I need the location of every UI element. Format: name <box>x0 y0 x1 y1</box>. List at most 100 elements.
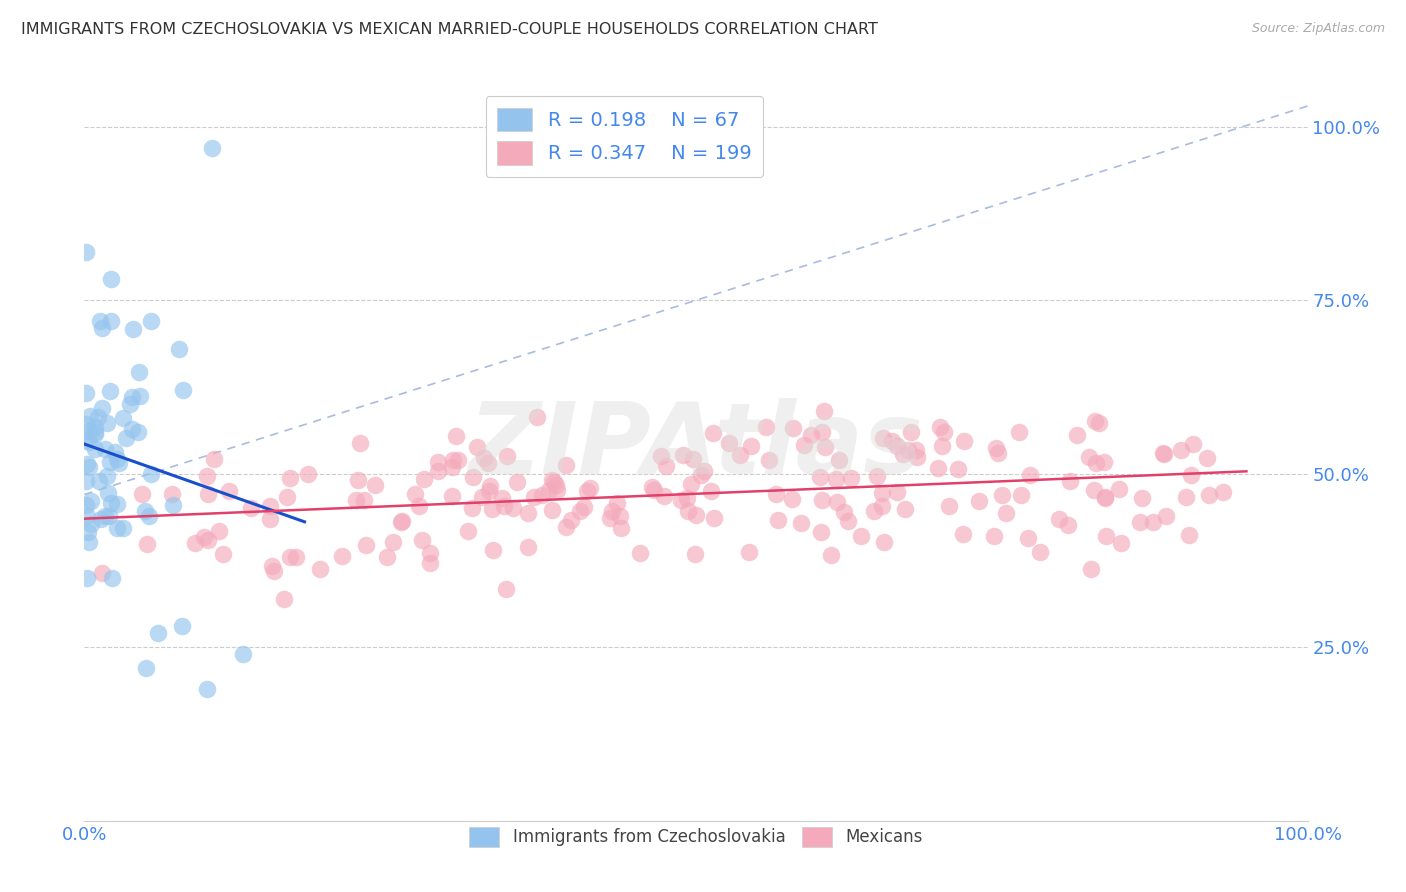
Point <box>465 440 488 454</box>
Point <box>495 582 517 596</box>
Point <box>481 501 503 516</box>
Point <box>682 452 704 467</box>
Point <box>897 443 920 458</box>
Point <box>162 486 184 500</box>
Point <box>127 425 149 439</box>
Point <box>349 435 371 450</box>
Text: IMMIGRANTS FROM CZECHOSLOVAKIA VS MEXICAN MARRIED-COUPLE HOUSEHOLDS CORRELATION : IMMIGRANTS FROM CZECHOSLOVAKIA VS MEXICA… <box>21 22 877 37</box>
Point <box>931 440 953 454</box>
Point <box>526 409 548 424</box>
Point <box>297 467 319 481</box>
Point <box>523 490 546 504</box>
Point <box>1080 562 1102 576</box>
Point <box>600 504 623 518</box>
Point <box>195 681 218 696</box>
Point <box>87 409 110 424</box>
Point <box>555 520 578 534</box>
Point <box>115 431 138 445</box>
Point <box>870 486 893 500</box>
Point <box>193 530 215 544</box>
Point <box>101 571 124 585</box>
Point <box>1181 437 1204 451</box>
Point <box>77 460 100 475</box>
Point <box>953 434 976 449</box>
Point <box>655 458 678 473</box>
Point <box>285 550 308 565</box>
Point <box>273 591 295 606</box>
Point <box>218 483 240 498</box>
Point <box>239 501 262 516</box>
Point <box>820 548 842 562</box>
Point <box>491 491 513 505</box>
Point <box>75 474 97 488</box>
Point <box>572 500 595 515</box>
Point <box>278 471 301 485</box>
Point <box>952 527 974 541</box>
Legend: Immigrants from Czechoslovakia, Mexicans: Immigrants from Czechoslovakia, Mexicans <box>463 820 929 854</box>
Point <box>481 543 503 558</box>
Point <box>811 425 834 439</box>
Point <box>100 314 122 328</box>
Point <box>1017 532 1039 546</box>
Point <box>650 449 672 463</box>
Point <box>344 493 367 508</box>
Point <box>121 390 143 404</box>
Point <box>1178 527 1201 541</box>
Point <box>849 529 872 543</box>
Point <box>800 427 823 442</box>
Point <box>195 469 218 483</box>
Point <box>89 314 111 328</box>
Point <box>967 494 990 508</box>
Point <box>928 419 950 434</box>
Point <box>96 416 118 430</box>
Point <box>900 425 922 439</box>
Point <box>886 439 908 453</box>
Point <box>404 486 426 500</box>
Point <box>259 512 281 526</box>
Point <box>389 516 412 530</box>
Point <box>353 493 375 508</box>
Point <box>766 513 789 527</box>
Point <box>540 473 562 487</box>
Point <box>1174 490 1197 504</box>
Point <box>79 409 101 424</box>
Point <box>793 438 815 452</box>
Point <box>790 516 813 531</box>
Point <box>1084 414 1107 428</box>
Point <box>606 496 628 510</box>
Point <box>84 427 107 442</box>
Point <box>98 454 121 468</box>
Point <box>702 425 724 440</box>
Point <box>461 501 484 516</box>
Point <box>232 647 254 661</box>
Point <box>259 500 281 514</box>
Point <box>330 549 353 564</box>
Point <box>135 661 157 675</box>
Point <box>1095 529 1118 543</box>
Point <box>263 564 285 578</box>
Point <box>1130 491 1153 505</box>
Point <box>97 509 120 524</box>
Point <box>260 559 283 574</box>
Point <box>112 521 135 535</box>
Point <box>120 397 142 411</box>
Point <box>765 487 787 501</box>
Point <box>825 495 848 509</box>
Point <box>1154 509 1177 524</box>
Point <box>502 501 524 516</box>
Point <box>200 141 222 155</box>
Point <box>134 504 156 518</box>
Point <box>375 549 398 564</box>
Point <box>946 462 969 476</box>
Point <box>478 483 501 498</box>
Point <box>79 435 101 450</box>
Point <box>105 521 128 535</box>
Point <box>873 535 896 549</box>
Point <box>76 571 98 585</box>
Point <box>1092 455 1115 469</box>
Point <box>546 483 568 497</box>
Point <box>863 504 886 518</box>
Point <box>104 444 127 458</box>
Point <box>1152 446 1174 460</box>
Point <box>131 487 153 501</box>
